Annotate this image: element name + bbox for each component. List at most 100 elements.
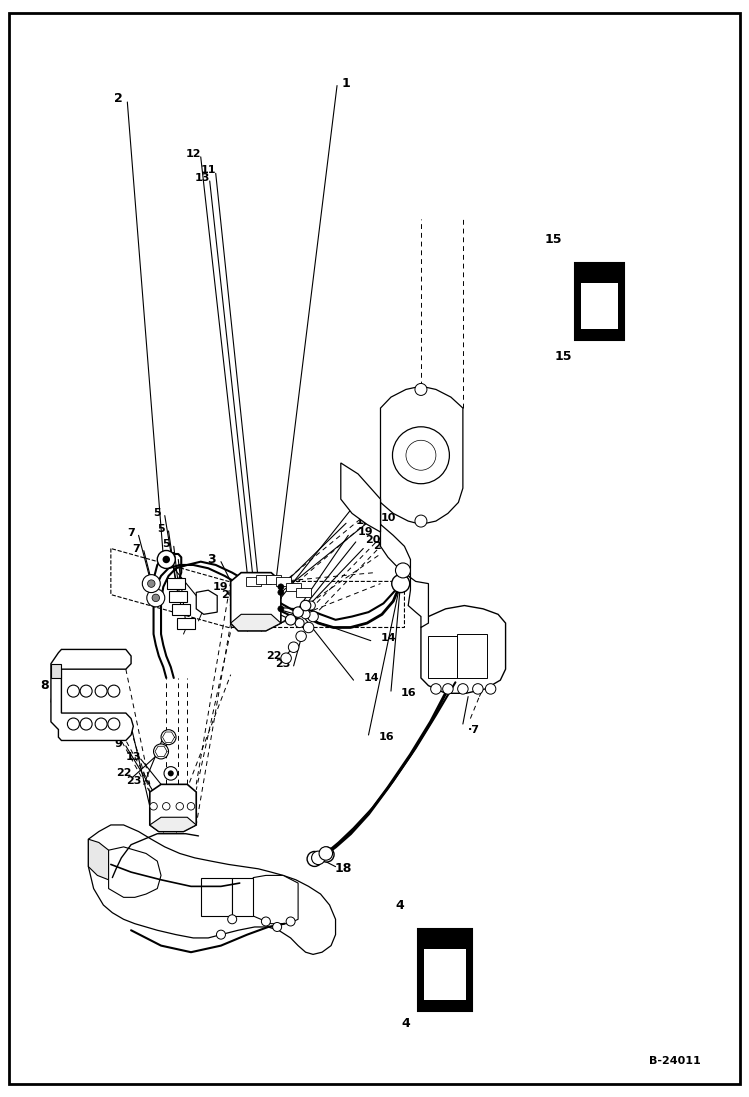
Circle shape — [67, 719, 79, 730]
Text: 20: 20 — [221, 589, 236, 600]
Polygon shape — [380, 502, 428, 627]
Circle shape — [187, 803, 195, 810]
Circle shape — [261, 917, 270, 926]
Circle shape — [281, 653, 291, 664]
Polygon shape — [232, 878, 253, 916]
Circle shape — [95, 686, 107, 697]
Polygon shape — [421, 606, 506, 693]
Text: 15: 15 — [554, 350, 572, 363]
Text: 20: 20 — [366, 534, 381, 545]
Circle shape — [392, 575, 410, 592]
Text: B-24011: B-24011 — [649, 1056, 700, 1066]
Bar — [424, 949, 466, 1000]
Text: 5: 5 — [154, 508, 161, 519]
Text: 11: 11 — [201, 165, 216, 176]
Text: ·7: ·7 — [468, 724, 480, 735]
Bar — [575, 263, 624, 340]
Text: 23: 23 — [276, 658, 291, 669]
Circle shape — [142, 575, 160, 592]
Polygon shape — [231, 614, 281, 631]
Circle shape — [300, 600, 311, 611]
Text: 16: 16 — [378, 732, 394, 743]
Polygon shape — [266, 575, 281, 584]
Text: 9: 9 — [115, 738, 122, 749]
Polygon shape — [169, 591, 187, 602]
Circle shape — [95, 719, 107, 730]
Circle shape — [443, 683, 453, 694]
Polygon shape — [286, 583, 301, 591]
Circle shape — [307, 851, 322, 867]
Text: 13: 13 — [126, 751, 141, 762]
Circle shape — [415, 384, 427, 395]
Circle shape — [301, 610, 310, 619]
Text: 13: 13 — [356, 516, 372, 527]
Circle shape — [392, 427, 449, 484]
Text: 14: 14 — [380, 633, 396, 644]
Circle shape — [216, 930, 225, 939]
Circle shape — [108, 686, 120, 697]
Text: 5: 5 — [163, 539, 170, 550]
Text: 16: 16 — [401, 688, 416, 699]
Polygon shape — [167, 578, 185, 589]
Polygon shape — [150, 784, 196, 832]
Circle shape — [288, 642, 299, 653]
Polygon shape — [428, 636, 457, 678]
Circle shape — [152, 595, 160, 601]
Circle shape — [306, 601, 315, 610]
Circle shape — [278, 584, 284, 590]
Text: 7: 7 — [133, 543, 140, 554]
Polygon shape — [256, 575, 271, 584]
Circle shape — [286, 917, 295, 926]
Polygon shape — [380, 386, 463, 524]
Bar — [581, 283, 618, 329]
Text: 19: 19 — [213, 581, 228, 592]
Text: 2: 2 — [114, 92, 123, 105]
Circle shape — [67, 686, 79, 697]
Polygon shape — [196, 590, 217, 614]
Polygon shape — [51, 649, 133, 740]
Text: 5: 5 — [157, 523, 165, 534]
Circle shape — [395, 563, 410, 578]
Circle shape — [431, 683, 441, 694]
Text: 7: 7 — [127, 528, 135, 539]
Circle shape — [163, 803, 170, 810]
Polygon shape — [51, 664, 61, 678]
Polygon shape — [201, 878, 232, 916]
Text: 21: 21 — [373, 541, 389, 552]
Circle shape — [406, 440, 436, 471]
Circle shape — [147, 589, 165, 607]
Circle shape — [157, 551, 175, 568]
Polygon shape — [150, 817, 196, 832]
Text: 13: 13 — [195, 172, 210, 183]
Text: 4: 4 — [395, 898, 404, 912]
Polygon shape — [88, 839, 109, 880]
Circle shape — [415, 516, 427, 527]
Circle shape — [164, 767, 178, 780]
Polygon shape — [246, 577, 261, 586]
Text: 1: 1 — [342, 77, 351, 90]
Polygon shape — [231, 573, 281, 631]
Circle shape — [308, 611, 318, 622]
Text: 9: 9 — [120, 719, 127, 730]
Text: 5: 5 — [167, 552, 175, 563]
Polygon shape — [177, 618, 195, 629]
Circle shape — [278, 606, 284, 612]
Text: 22: 22 — [116, 768, 131, 779]
Circle shape — [303, 622, 314, 633]
Polygon shape — [253, 875, 298, 924]
Circle shape — [485, 683, 496, 694]
Circle shape — [319, 847, 333, 860]
Circle shape — [80, 686, 92, 697]
Circle shape — [228, 915, 237, 924]
Circle shape — [150, 803, 157, 810]
Circle shape — [285, 614, 296, 625]
Text: 18: 18 — [334, 862, 352, 875]
Text: 14: 14 — [363, 672, 379, 683]
Polygon shape — [109, 847, 161, 897]
Text: 11: 11 — [360, 501, 375, 512]
Polygon shape — [276, 577, 291, 586]
Circle shape — [108, 719, 120, 730]
Polygon shape — [172, 604, 190, 615]
Circle shape — [148, 580, 155, 587]
Circle shape — [154, 744, 169, 759]
